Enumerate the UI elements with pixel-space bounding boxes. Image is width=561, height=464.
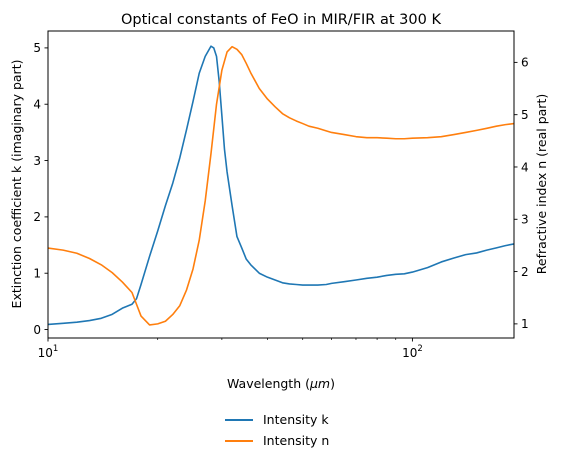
plot-frame: [47, 30, 515, 339]
y-right-tick-label: 5: [521, 108, 529, 122]
legend-label-k: Intensity k: [263, 412, 329, 427]
y-right-tick-label: 2: [521, 265, 529, 279]
x-tick-label-exponent: 1: [53, 344, 58, 354]
legend-label-n: Intensity n: [263, 433, 329, 448]
x-tick-label-exponent: 2: [417, 344, 422, 354]
x-axis-label-base: Wavelength (: [227, 376, 310, 391]
x-tick-label: 102: [402, 344, 423, 360]
plot-series: [47, 45, 515, 326]
y-right-tick-label: 4: [521, 160, 529, 174]
y-right-axis-label: Refractive index n (real part): [534, 94, 549, 274]
chart-title: Optical constants of FeO in MIR/FIR at 3…: [121, 12, 441, 28]
series-line-n: [47, 45, 515, 326]
y-left-tick-label: 4: [33, 98, 41, 112]
y-left-axis-ticks: 0 1 2 3 4 5: [33, 41, 48, 337]
y-right-tick-label: 1: [521, 317, 529, 331]
x-axis-label-close: ): [330, 376, 335, 391]
series-line-k: [47, 45, 515, 326]
y-left-axis-label: Extinction coefficient k (imaginary part…: [9, 60, 24, 309]
x-tick-label-base: 10: [402, 346, 417, 360]
x-axis-ticks: 101 102: [38, 338, 423, 360]
x-tick-label-base: 10: [38, 346, 53, 360]
y-left-tick-label: 2: [33, 210, 41, 224]
y-right-axis-ticks: 1 2 3 4 5 6: [514, 56, 529, 331]
y-right-tick-label: 3: [521, 213, 529, 227]
y-left-tick-label: 5: [33, 41, 41, 55]
y-left-tick-label: 3: [33, 154, 41, 168]
x-tick-label: 101: [38, 344, 59, 360]
x-axis-label-unit: μm: [309, 376, 330, 391]
x-axis-label: Wavelength (μm): [227, 376, 335, 391]
legend: Intensity k Intensity n: [225, 412, 329, 448]
y-left-tick-label: 1: [33, 267, 41, 281]
y-right-tick-label: 6: [521, 56, 529, 70]
y-left-tick-label: 0: [33, 323, 41, 337]
